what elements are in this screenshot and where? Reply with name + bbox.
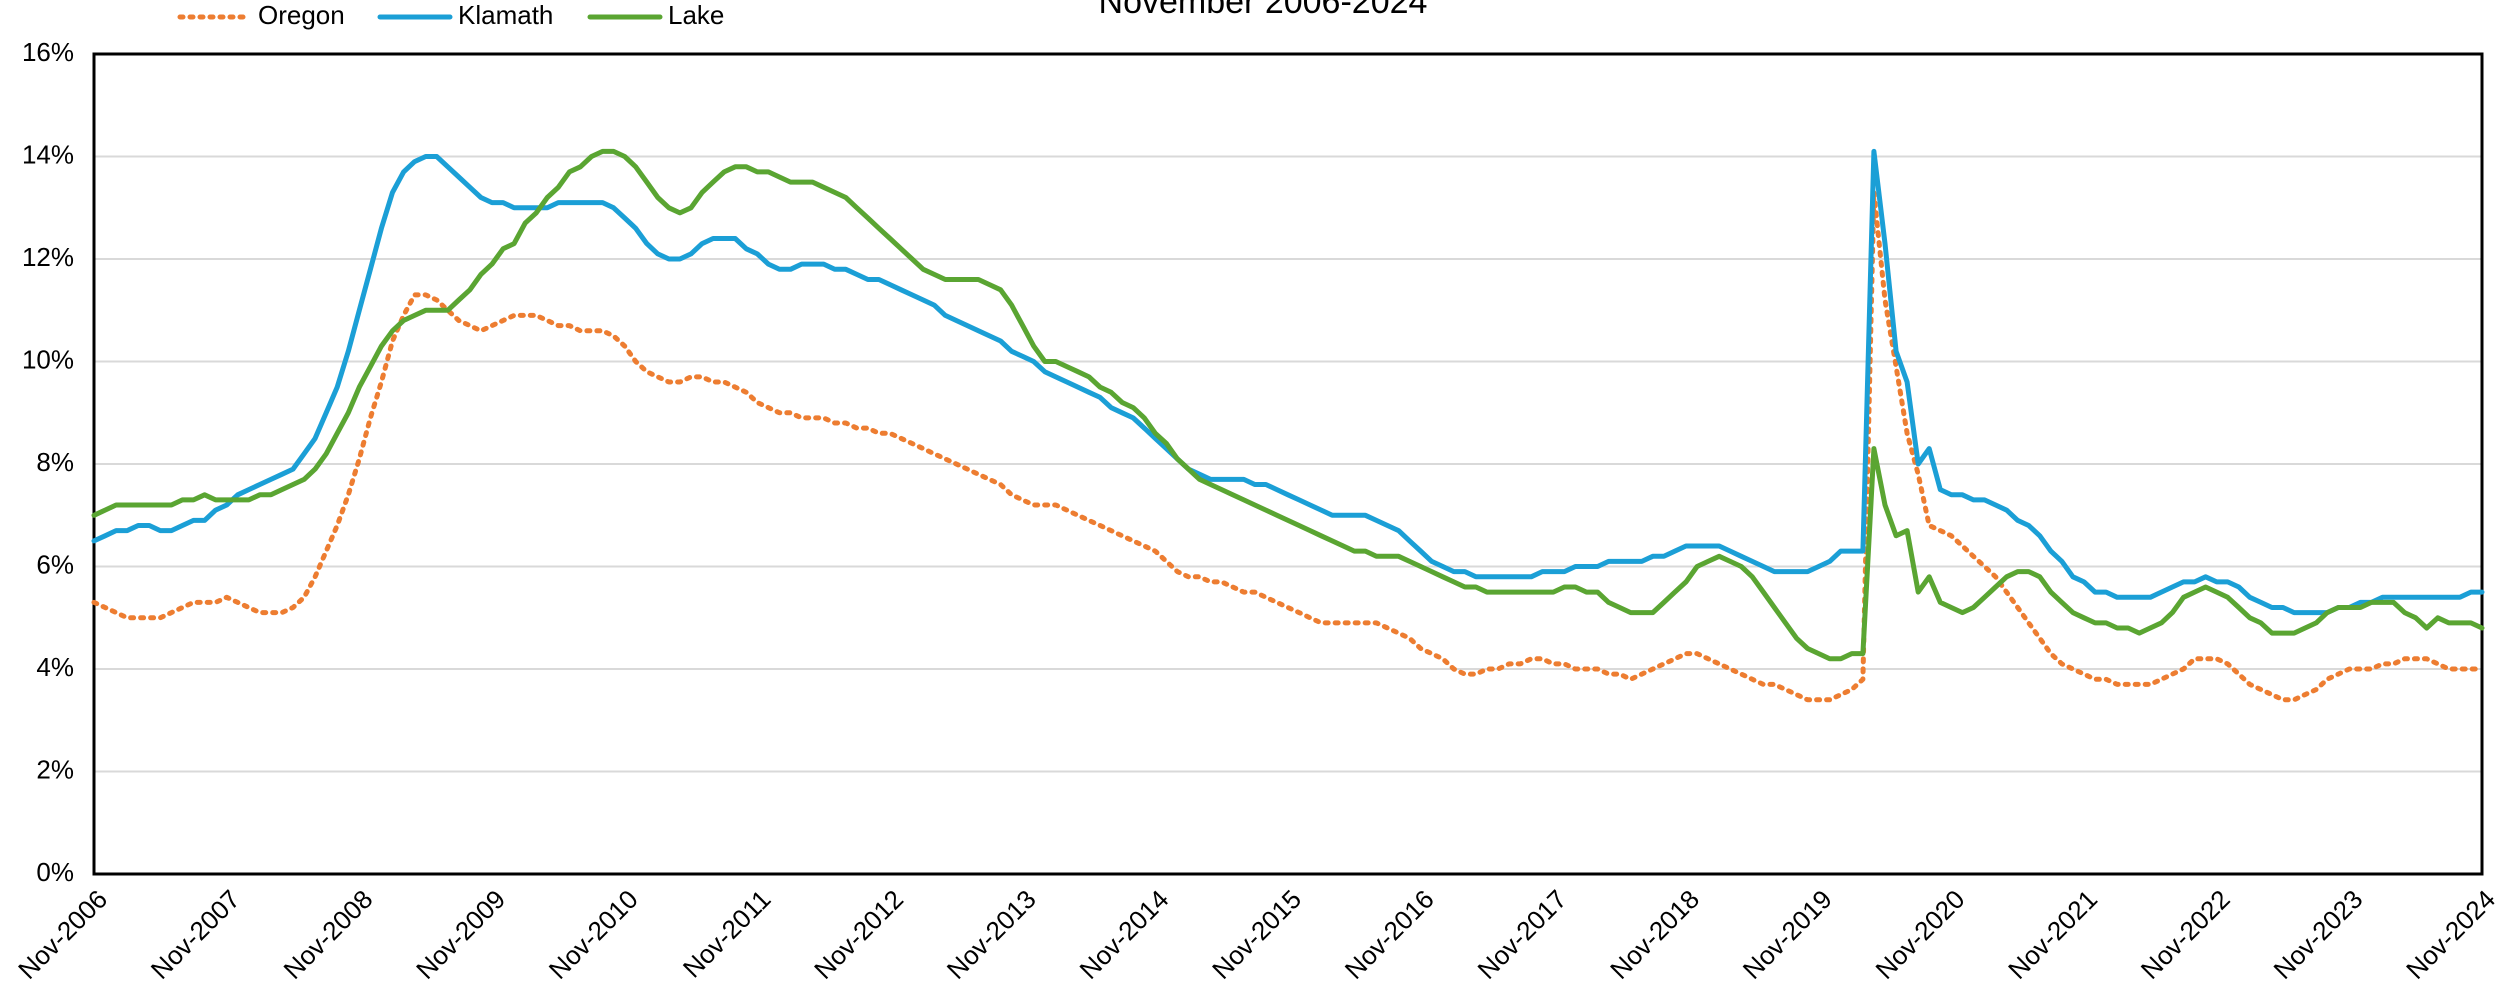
x-tick-label: Nov-2015 bbox=[1206, 884, 1307, 985]
y-tick-label: 0% bbox=[36, 857, 74, 887]
x-tick-label: Nov-2019 bbox=[1737, 884, 1838, 985]
x-tick-label: Nov-2021 bbox=[2002, 884, 2103, 985]
y-tick-label: 10% bbox=[22, 344, 74, 374]
y-tick-label: 4% bbox=[36, 652, 74, 682]
x-tick-label: Nov-2006 bbox=[12, 884, 113, 985]
legend-label: Oregon bbox=[258, 0, 345, 30]
x-tick-label: Nov-2012 bbox=[808, 884, 909, 985]
x-tick-label: Nov-2023 bbox=[2268, 884, 2369, 985]
legend-label: Lake bbox=[668, 0, 724, 30]
x-tick-label: Nov-2007 bbox=[145, 884, 246, 985]
series-line bbox=[91, 189, 2485, 703]
x-tick-label: Nov-2022 bbox=[2135, 884, 2236, 985]
series-line bbox=[91, 148, 2485, 616]
y-tick-label: 8% bbox=[36, 447, 74, 477]
x-tick-label: Nov-2024 bbox=[2400, 884, 2501, 985]
y-tick-label: 14% bbox=[22, 139, 74, 169]
x-tick-label: Nov-2016 bbox=[1339, 884, 1440, 985]
x-tick-label: Nov-2014 bbox=[1074, 884, 1175, 985]
y-tick-label: 16% bbox=[22, 37, 74, 67]
y-tick-label: 12% bbox=[22, 242, 74, 272]
x-tick-label: Nov-2013 bbox=[941, 884, 1042, 985]
y-tick-label: 6% bbox=[36, 549, 74, 579]
x-tick-label: Nov-2017 bbox=[1472, 884, 1573, 985]
series-line bbox=[91, 148, 2485, 662]
x-tick-label: Nov-2010 bbox=[543, 884, 644, 985]
legend-label: Klamath bbox=[458, 0, 553, 30]
x-tick-label: Nov-2009 bbox=[410, 884, 511, 985]
x-tick-label: Nov-2018 bbox=[1604, 884, 1705, 985]
x-tick-label: Nov-2011 bbox=[677, 884, 777, 984]
x-tick-label: Nov-2008 bbox=[278, 884, 379, 985]
y-tick-label: 2% bbox=[36, 754, 74, 784]
chart-title: November 2006-2024 bbox=[1099, 0, 1428, 21]
x-tick-label: Nov-2020 bbox=[1870, 884, 1971, 985]
plot-frame bbox=[92, 52, 2484, 876]
